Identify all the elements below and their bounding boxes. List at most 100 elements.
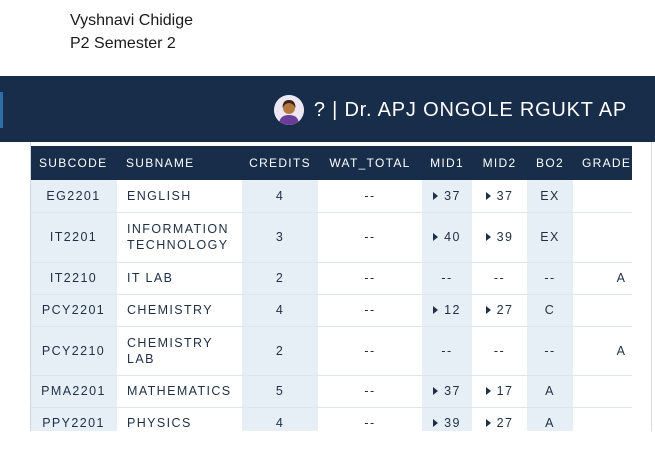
header-user-area: ? | Dr. APJ ONGOLE RGUKT AP (273, 93, 627, 127)
cell-grade (573, 212, 632, 263)
col-header-bo2[interactable]: BO2 (527, 142, 573, 180)
expand-arrow-icon[interactable] (433, 191, 439, 200)
cell-mid1[interactable]: 12 (422, 294, 472, 327)
cell-credits: 5 (242, 375, 318, 408)
cell-subname: PHYSICS (117, 407, 242, 431)
results-table: SUBCODE SUBNAME CREDITS WAT_TOTAL MID1 M… (30, 142, 632, 431)
table-row: EG2201 ENGLISH 4 -- 37 37 EX (30, 180, 632, 213)
cell-mid2[interactable]: 37 (472, 180, 527, 213)
cell-subcode: PCY2201 (30, 294, 117, 327)
col-header-subname[interactable]: SUBNAME (117, 142, 242, 180)
cell-subname: CHEMISTRY LAB (117, 326, 242, 376)
table-row: PCY2210 CHEMISTRY LAB 2 -- -- -- -- A (30, 326, 632, 376)
cell-grade: A (573, 262, 632, 295)
cell-bo2: -- (527, 326, 573, 376)
col-header-credits[interactable]: CREDITS (242, 142, 318, 180)
top-header-bar (0, 76, 655, 142)
expand-arrow-icon[interactable] (433, 387, 439, 395)
cell-mid1[interactable]: 40 (422, 212, 472, 263)
cell-wat-total: -- (318, 375, 422, 408)
cell-mid2[interactable]: 39 (472, 212, 527, 263)
expand-arrow-icon[interactable] (433, 233, 439, 241)
mid2-value: 37 (496, 188, 514, 203)
cell-subname: CHEMISTRY (117, 294, 242, 327)
expand-arrow-icon[interactable] (485, 191, 491, 200)
mid1-value: 12 (444, 303, 461, 317)
expand-arrow-icon[interactable] (485, 306, 491, 314)
cell-credits: 3 (242, 212, 318, 263)
cell-subcode: PPY2201 (30, 407, 117, 431)
expand-arrow-icon[interactable] (485, 419, 491, 427)
cell-subcode: PCY2210 (30, 326, 117, 376)
col-header-grade[interactable]: GRADE (573, 142, 632, 180)
cell-wat-total: -- (318, 407, 422, 431)
cell-grade: A (573, 326, 632, 376)
header-title: ? | Dr. APJ ONGOLE RGUKT AP (313, 98, 627, 121)
user-avatar-icon[interactable] (273, 95, 304, 125)
cell-mid1[interactable]: 37 (422, 375, 472, 408)
col-header-mid2[interactable]: MID2 (472, 142, 527, 180)
student-name: Vyshnavi Chidige (70, 12, 194, 29)
cell-wat-total: -- (318, 326, 422, 376)
mid1-value: 37 (444, 188, 461, 203)
table-row: PMA2201 MATHEMATICS 5 -- 37 17 A (30, 375, 632, 408)
cell-bo2: EX (527, 212, 573, 263)
cell-subname: MATHEMATICS (117, 375, 242, 408)
cell-subcode: IT2201 (30, 212, 117, 263)
table-row: PCY2201 CHEMISTRY 4 -- 12 27 C (30, 294, 632, 327)
mid1-value: 40 (444, 230, 461, 244)
cell-subname: INFORMATION TECHNOLOGY (117, 212, 242, 263)
mid2-value: 27 (496, 416, 514, 430)
cell-mid1: -- (422, 262, 472, 295)
mid2-value: 39 (496, 230, 514, 244)
cell-subcode: PMA2201 (30, 375, 117, 408)
cell-grade (573, 180, 632, 213)
cell-subcode: IT2210 (30, 262, 117, 295)
cell-mid2[interactable]: 17 (472, 375, 527, 408)
expand-arrow-icon[interactable] (485, 387, 491, 395)
cell-wat-total: -- (318, 294, 422, 327)
table-row: PPY2201 PHYSICS 4 -- 39 27 A (30, 407, 632, 431)
table-row: IT2201 INFORMATION TECHNOLOGY 3 -- 40 39… (30, 212, 632, 263)
cell-bo2: C (527, 294, 573, 327)
cell-grade (573, 375, 632, 408)
cell-subcode: EG2201 (30, 180, 117, 213)
cell-mid2[interactable]: 27 (472, 407, 527, 431)
mid2-value: 27 (496, 303, 514, 317)
expand-arrow-icon[interactable] (485, 233, 491, 241)
cell-grade (573, 407, 632, 431)
cell-wat-total: -- (318, 180, 422, 213)
cell-mid2: -- (472, 262, 527, 295)
cell-credits: 2 (242, 326, 318, 376)
mid2-value: 17 (496, 384, 514, 398)
cell-subname: ENGLISH (117, 180, 242, 213)
cell-mid1[interactable]: 39 (422, 407, 472, 431)
cell-credits: 4 (242, 180, 318, 213)
expand-arrow-icon[interactable] (433, 419, 439, 427)
cell-credits: 4 (242, 294, 318, 327)
cell-credits: 4 (242, 407, 318, 431)
header-accent (0, 92, 3, 128)
col-header-mid1[interactable]: MID1 (422, 142, 472, 180)
cell-bo2: A (527, 407, 573, 431)
cell-grade (573, 294, 632, 327)
cell-bo2: A (527, 375, 573, 408)
cell-mid2: -- (472, 326, 527, 376)
cell-mid2[interactable]: 27 (472, 294, 527, 327)
expand-arrow-icon[interactable] (433, 306, 439, 314)
table-left-border (30, 142, 31, 431)
col-header-subcode[interactable]: SUBCODE (30, 142, 117, 180)
semester-label: P2 Semester 2 (70, 35, 176, 52)
cell-mid1: -- (422, 326, 472, 376)
student-note: Vyshnavi Chidige P2 Semester 2 (70, 9, 193, 55)
cell-subname: IT LAB (117, 262, 242, 295)
page-right-border (651, 142, 652, 431)
cell-mid1[interactable]: 37 (422, 180, 472, 213)
table-header-row: SUBCODE SUBNAME CREDITS WAT_TOTAL MID1 M… (30, 142, 632, 180)
col-header-wat-total[interactable]: WAT_TOTAL (318, 142, 422, 180)
cell-wat-total: -- (318, 212, 422, 263)
table-row: IT2210 IT LAB 2 -- -- -- -- A (30, 262, 632, 295)
cell-bo2: -- (527, 262, 573, 295)
cell-wat-total: -- (318, 262, 422, 295)
mid1-value: 37 (444, 384, 461, 398)
